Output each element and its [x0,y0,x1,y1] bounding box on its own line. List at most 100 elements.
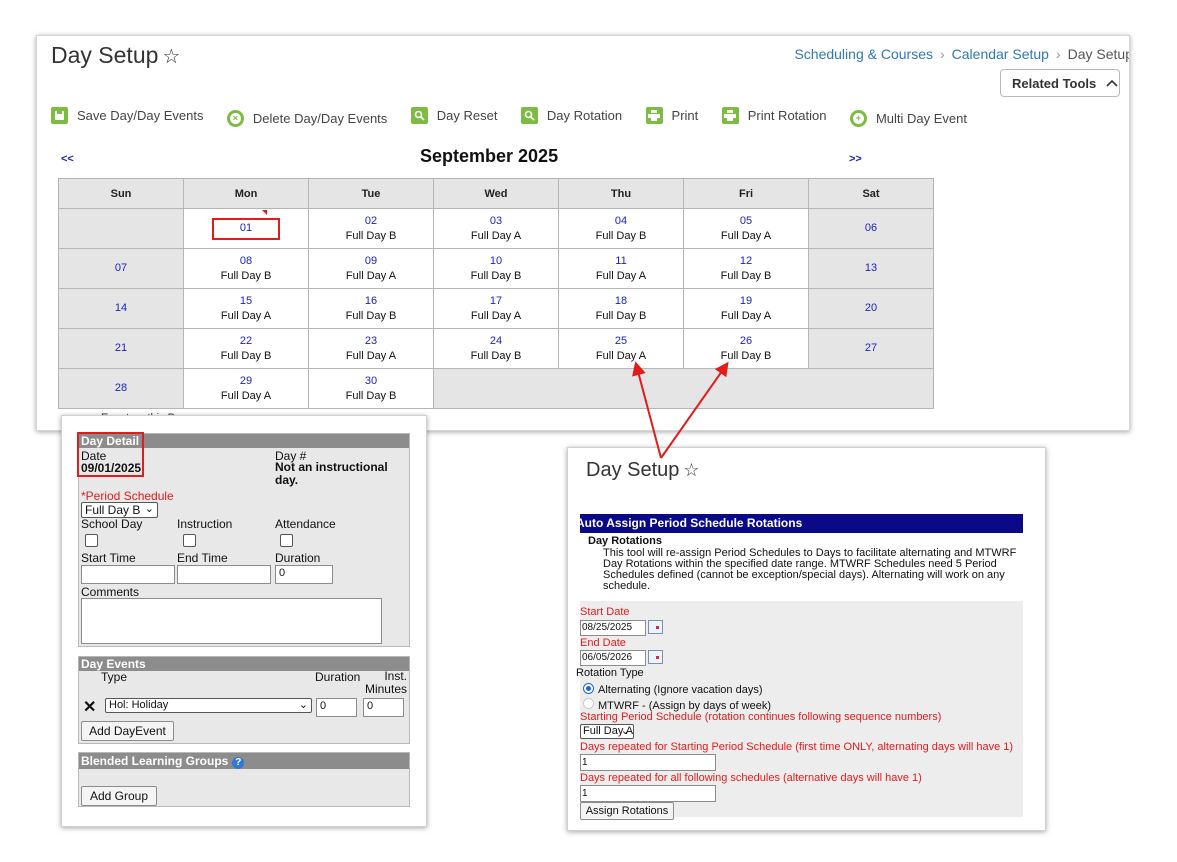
calendar-day-weekend[interactable]: 21 [58,328,184,369]
multi-day-event-button[interactable]: + Multi Day Event [849,110,967,127]
day-number[interactable]: 06 [864,222,878,234]
calendar-day-weekend[interactable]: 14 [58,288,184,329]
day-number[interactable]: 21 [114,342,128,354]
day-number[interactable]: 25 [614,334,628,347]
calendar-day-weekend[interactable]: 28 [58,368,184,409]
comments-textarea[interactable] [81,598,382,644]
repeat-first-input[interactable]: 1 [580,754,716,771]
day-number[interactable]: 15 [239,294,253,307]
calendar-day[interactable]: 11 Full Day A [558,248,684,289]
calendar-day[interactable]: 10 Full Day B [433,248,559,289]
repeat-all-input[interactable]: 1 [580,785,716,802]
starting-schedule-select[interactable]: Full Day A ⌄ [580,724,634,739]
day-number[interactable]: 24 [489,334,503,347]
mtwrf-radio[interactable] [583,698,594,709]
day-number[interactable]: 03 [489,214,503,227]
day-number[interactable]: 30 [364,374,378,387]
day-number[interactable]: 02 [364,214,378,227]
next-month-link[interactable]: >> [849,153,862,165]
event-duration-header: Duration [315,670,361,684]
breadcrumb-calendar-setup[interactable]: Calendar Setup [951,46,1049,62]
day-number[interactable]: 04 [614,214,628,227]
day-number[interactable]: 17 [489,294,503,307]
day-number[interactable]: 13 [864,262,878,274]
delete-event-icon[interactable]: ✕ [83,699,97,716]
day-number[interactable]: 14 [114,302,128,314]
calendar-day[interactable]: 09 Full Day A [308,248,434,289]
calendar-day[interactable]: 03 Full Day A [433,208,559,249]
calendar-day[interactable]: 15 Full Day A [183,288,309,329]
print-rotation-button[interactable]: Print Rotation [721,107,826,124]
school-day-checkbox[interactable] [85,534,98,547]
calendar-icon[interactable] [648,650,663,664]
calendar-day[interactable]: 08 Full Day B [183,248,309,289]
day-number[interactable]: 29 [239,374,253,387]
end-date-input[interactable]: 06/05/2026 [580,650,646,666]
calendar-day-weekend[interactable]: 06 [808,208,934,249]
star-icon[interactable]: ☆ [683,460,700,480]
calendar-day[interactable]: 19 Full Day A [683,288,809,329]
event-type-select[interactable]: Hol: Holiday ⌄ [105,698,312,713]
calendar-day[interactable]: 05 Full Day A [683,208,809,249]
calendar-day[interactable]: 29 Full Day A [183,368,309,409]
previous-month-link[interactable]: << [61,153,74,165]
calendar-day[interactable]: 25 Full Day A [558,328,684,369]
alternating-radio[interactable] [583,683,594,694]
day-number[interactable]: 01 [239,222,253,234]
instruction-checkbox[interactable] [183,534,196,547]
day-number[interactable]: 08 [239,254,253,267]
calendar-day[interactable]: 04 Full Day B [558,208,684,249]
calendar-day-weekend[interactable]: 13 [808,248,934,289]
day-number[interactable]: 27 [864,342,878,354]
day-number[interactable]: 28 [114,382,128,394]
day-number[interactable]: 23 [364,334,378,347]
calendar-day[interactable]: 30 Full Day B [308,368,434,409]
day-number[interactable]: 18 [614,294,628,307]
period-schedule-select[interactable]: Full Day B ⌄ [81,502,158,518]
calendar-day[interactable]: 22 Full Day B [183,328,309,369]
calendar-day-weekend[interactable]: 27 [808,328,934,369]
calendar-day[interactable]: 23 Full Day A [308,328,434,369]
calendar-day[interactable]: 16 Full Day B [308,288,434,329]
calendar-day[interactable]: 24 Full Day B [433,328,559,369]
calendar-day-weekend[interactable]: 20 [808,288,934,329]
day-number[interactable]: 22 [239,334,253,347]
delete-button[interactable]: × Delete Day/Day Events [226,110,387,127]
calendar-icon[interactable] [648,620,663,634]
day-number[interactable]: 26 [739,334,753,347]
start-time-input[interactable] [81,565,175,584]
end-time-input[interactable] [177,565,271,584]
calendar-day[interactable]: 17 Full Day A [433,288,559,329]
day-number[interactable]: 05 [739,214,753,227]
add-dayevent-button[interactable]: Add DayEvent [81,721,174,741]
day-number[interactable]: 19 [739,294,753,307]
day-number[interactable]: 10 [489,254,503,267]
day-number[interactable]: 11 [615,254,627,267]
day-reset-button[interactable]: Day Reset [410,107,497,124]
add-group-button[interactable]: Add Group [81,786,157,806]
start-date-input[interactable]: 08/25/2025 [580,620,646,636]
event-minutes-input[interactable]: 0 [363,698,404,717]
event-duration-input[interactable]: 0 [316,698,357,717]
day-number[interactable]: 20 [864,302,878,314]
star-icon[interactable]: ☆ [162,46,181,68]
day-number[interactable]: 12 [739,254,753,267]
day-number[interactable]: 16 [364,294,378,307]
breadcrumb-scheduling[interactable]: Scheduling & Courses [794,46,933,62]
calendar-day[interactable]: 18 Full Day B [558,288,684,329]
save-button[interactable]: Save Day/Day Events [51,107,203,124]
related-tools-button[interactable]: Related Tools [1000,69,1120,97]
day-rotation-button[interactable]: Day Rotation [520,107,622,124]
attendance-checkbox[interactable] [280,534,293,547]
day-number[interactable]: 07 [114,262,128,274]
print-button[interactable]: Print [645,107,698,124]
calendar-day-selected[interactable]: 01 [183,208,309,249]
assign-rotations-button[interactable]: Assign Rotations [580,802,674,820]
calendar-day[interactable]: 12 Full Day B [683,248,809,289]
day-number[interactable]: 09 [364,254,378,267]
calendar-day-weekend[interactable]: 07 [58,248,184,289]
calendar-day[interactable]: 02 Full Day B [308,208,434,249]
help-icon[interactable]: ? [232,757,245,769]
duration-input[interactable]: 0 [275,565,333,584]
calendar-day[interactable]: 26 Full Day B [683,328,809,369]
